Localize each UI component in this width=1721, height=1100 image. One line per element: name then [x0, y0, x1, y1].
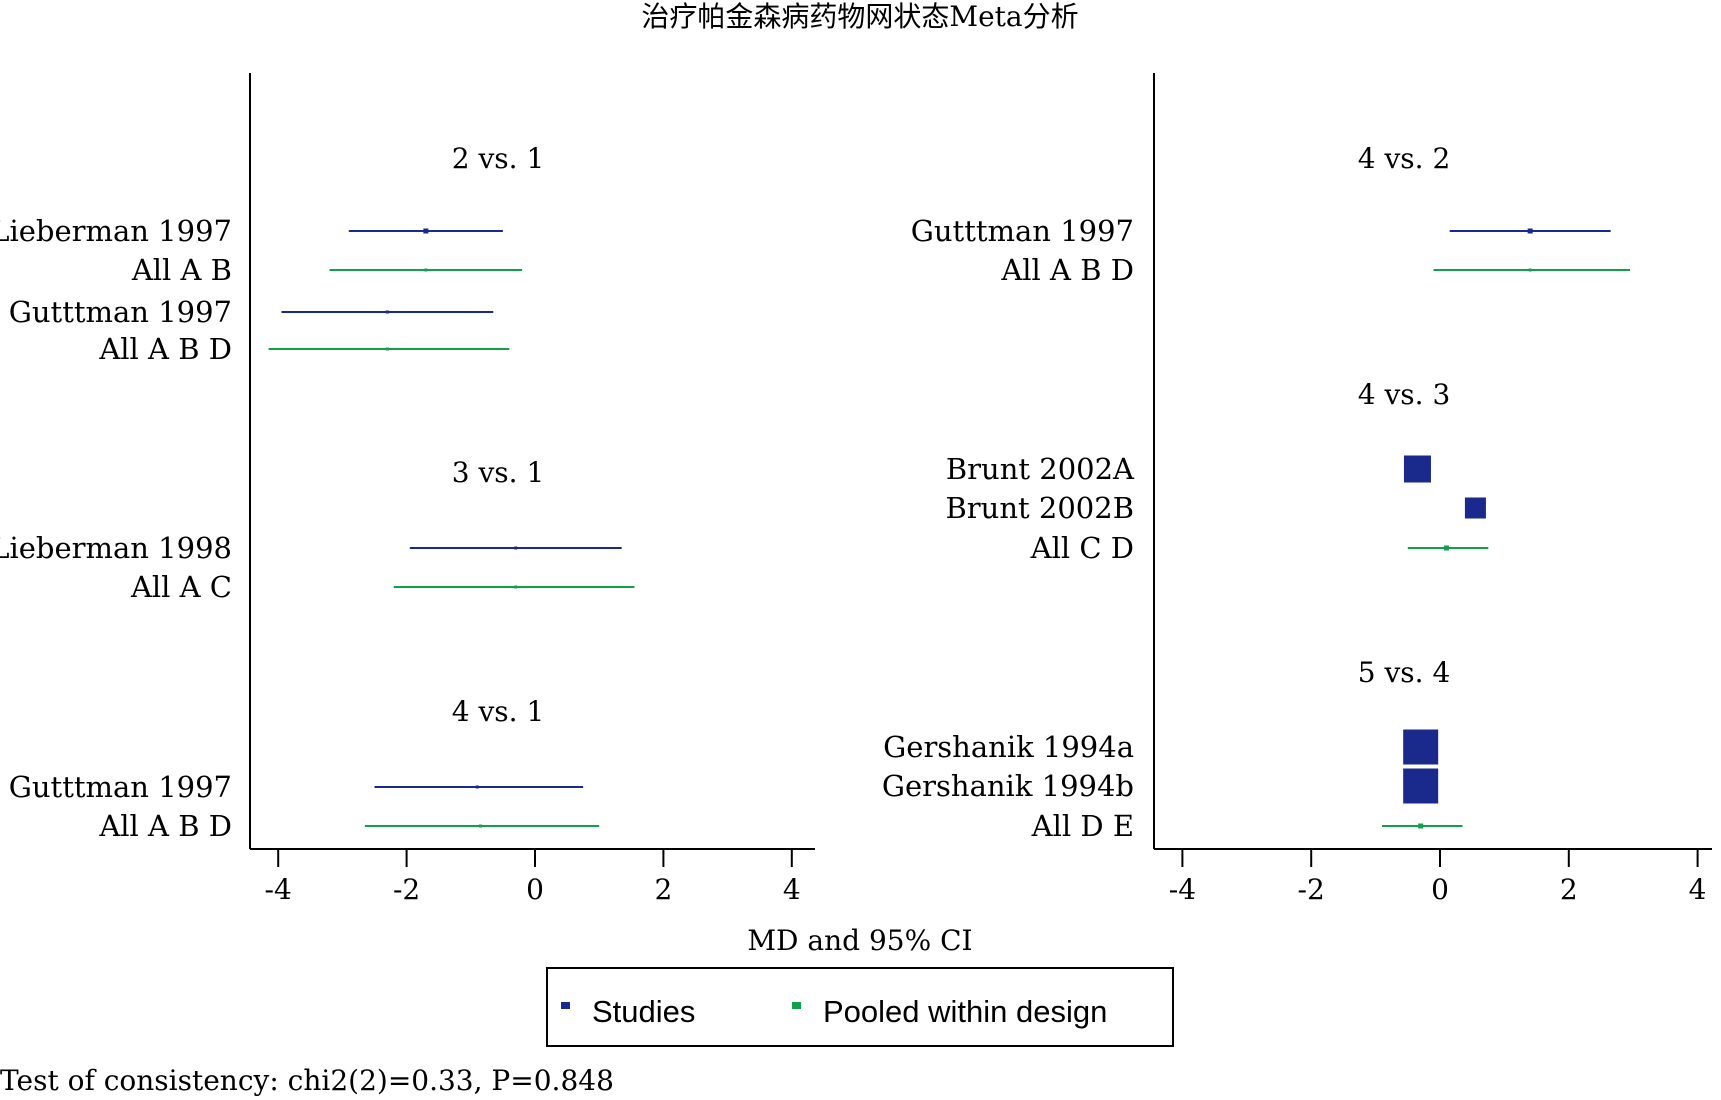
- study-point-estimate: [1403, 768, 1439, 804]
- pooled-label: All A B D: [98, 332, 232, 366]
- pooled-point-estimate: [1528, 268, 1532, 272]
- study-point-estimate: [514, 546, 518, 550]
- legend: Studies Pooled within design: [546, 967, 1174, 1047]
- right-x-tick-label: -2: [1298, 873, 1325, 906]
- left-panel: -4 -2 0 2 4 2 vs. 1 Lieberman 1997 All A B Guttt…: [0, 73, 815, 906]
- right-x-tick-label: 2: [1560, 873, 1578, 906]
- left-x-tick-label: 0: [526, 873, 544, 906]
- study-label: Lieberman 1998: [0, 531, 232, 565]
- study-point-estimate: [475, 785, 479, 789]
- study-point-estimate: [423, 228, 429, 234]
- study-label: Gershanik 1994b: [882, 769, 1134, 803]
- left-x-tick-label: -4: [265, 873, 292, 906]
- left-x-tick-label: 4: [783, 873, 801, 906]
- pooled-point-estimate: [478, 824, 482, 828]
- pooled-point-estimate: [1418, 823, 1424, 829]
- pooled-label: All A B D: [98, 809, 232, 843]
- legend-swatch-pooled: [792, 1002, 801, 1009]
- pooled-point-estimate: [514, 585, 518, 589]
- consistency-test-note: Test of consistency: chi2(2)=0.33, P=0.8…: [0, 1064, 614, 1097]
- comparison-label: 2 vs. 1: [452, 142, 545, 175]
- study-label: Gutttman 1997: [9, 770, 232, 804]
- comparison-label: 4 vs. 3: [1358, 378, 1451, 411]
- right-panel: -4 -2 0 2 4 4 vs. 2 Gutttman 1997 All A B D 4 vs…: [882, 73, 1712, 906]
- study-point-estimate: [1403, 729, 1439, 765]
- legend-box: [546, 967, 1174, 1047]
- pooled-label: All D E: [1031, 809, 1134, 843]
- comparison-label: 5 vs. 4: [1358, 656, 1451, 689]
- pooled-point-estimate: [385, 347, 389, 351]
- study-label: Brunt 2002B: [945, 491, 1134, 525]
- right-x-tick-label: 0: [1431, 873, 1449, 906]
- study-point-estimate: [1403, 455, 1431, 483]
- x-axis-label: MD and 95% CI: [747, 924, 972, 957]
- study-point-estimate: [385, 310, 389, 314]
- study-label: Brunt 2002A: [946, 452, 1135, 486]
- comparison-label: 4 vs. 1: [452, 695, 545, 728]
- study-label: Lieberman 1997: [0, 214, 232, 248]
- pooled-label: All C D: [1030, 531, 1134, 565]
- pooled-point-estimate: [424, 268, 428, 272]
- right-x-tick-label: 4: [1689, 873, 1707, 906]
- legend-label-studies: Studies: [592, 994, 695, 1029]
- study-label: Gershanik 1994a: [883, 730, 1134, 764]
- chart-title: 治疗帕金森病药物网状态Meta分析: [641, 0, 1078, 33]
- study-point-estimate: [1464, 497, 1486, 519]
- study-label: Gutttman 1997: [9, 295, 232, 329]
- left-x-tick-label: -2: [393, 873, 420, 906]
- legend-label-pooled: Pooled within design: [823, 994, 1107, 1029]
- comparison-label: 3 vs. 1: [452, 456, 545, 489]
- comparison-label: 4 vs. 2: [1358, 142, 1451, 175]
- study-point-estimate: [1527, 228, 1533, 234]
- study-label: Gutttman 1997: [911, 214, 1134, 248]
- pooled-label: All A B D: [1000, 253, 1134, 287]
- pooled-label: All A C: [130, 570, 232, 604]
- pooled-point-estimate: [1443, 545, 1449, 551]
- left-x-tick-label: 2: [654, 873, 672, 906]
- pooled-label: All A B: [131, 253, 232, 287]
- legend-swatch-studies: [561, 1002, 570, 1009]
- right-x-tick-label: -4: [1169, 873, 1196, 906]
